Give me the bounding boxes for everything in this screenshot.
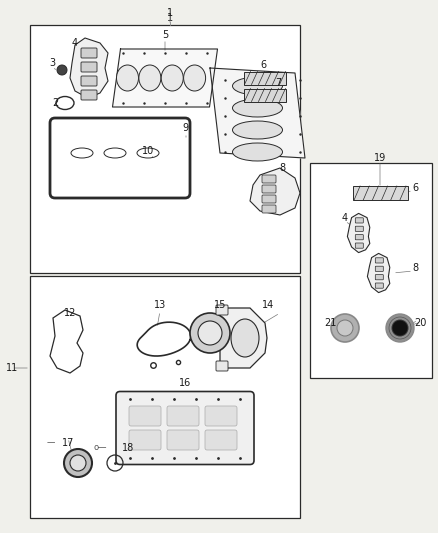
Text: 1: 1 (167, 8, 173, 18)
Text: 13: 13 (154, 300, 166, 310)
FancyBboxPatch shape (355, 226, 363, 231)
FancyBboxPatch shape (205, 430, 237, 450)
Polygon shape (347, 213, 370, 253)
Text: 8: 8 (279, 163, 285, 173)
Ellipse shape (184, 65, 205, 91)
Polygon shape (70, 38, 108, 98)
Ellipse shape (233, 77, 283, 95)
Circle shape (331, 314, 359, 342)
Text: 6: 6 (260, 60, 266, 70)
Text: 19: 19 (374, 153, 386, 163)
FancyBboxPatch shape (375, 258, 383, 263)
FancyBboxPatch shape (216, 305, 228, 315)
FancyBboxPatch shape (116, 392, 254, 464)
Ellipse shape (233, 121, 283, 139)
FancyBboxPatch shape (375, 266, 383, 271)
FancyBboxPatch shape (81, 76, 97, 86)
Ellipse shape (161, 65, 183, 91)
Text: 8: 8 (412, 263, 418, 273)
Polygon shape (210, 68, 305, 158)
FancyBboxPatch shape (205, 406, 237, 426)
Polygon shape (113, 49, 218, 107)
Circle shape (70, 455, 86, 471)
Text: 2: 2 (52, 98, 58, 108)
Ellipse shape (233, 143, 283, 161)
Text: 12: 12 (64, 308, 76, 318)
Circle shape (392, 320, 408, 336)
FancyBboxPatch shape (167, 406, 199, 426)
FancyBboxPatch shape (355, 243, 363, 248)
Text: 5: 5 (162, 30, 168, 40)
Circle shape (190, 313, 230, 353)
FancyBboxPatch shape (81, 62, 97, 72)
Polygon shape (250, 168, 300, 215)
FancyBboxPatch shape (81, 48, 97, 58)
Text: 4: 4 (342, 213, 348, 223)
Text: 6: 6 (412, 183, 418, 193)
Text: 14: 14 (262, 300, 274, 310)
Text: 21: 21 (324, 318, 336, 328)
Circle shape (64, 449, 92, 477)
FancyBboxPatch shape (355, 235, 363, 240)
Bar (310, 163, 432, 378)
Text: 20: 20 (414, 318, 426, 328)
Text: 16: 16 (179, 378, 191, 388)
Text: 11: 11 (6, 363, 18, 373)
Text: 7: 7 (275, 78, 281, 88)
Text: 18: 18 (122, 443, 134, 453)
FancyBboxPatch shape (129, 406, 161, 426)
Circle shape (57, 65, 67, 75)
Bar (30, 276, 300, 518)
FancyBboxPatch shape (81, 90, 97, 100)
Bar (30, 25, 300, 273)
Bar (244, 71, 286, 85)
FancyBboxPatch shape (262, 185, 276, 193)
Text: 3: 3 (49, 58, 55, 68)
FancyBboxPatch shape (262, 205, 276, 213)
FancyBboxPatch shape (129, 430, 161, 450)
FancyBboxPatch shape (167, 430, 199, 450)
Bar (244, 88, 286, 101)
Text: 17: 17 (62, 438, 74, 448)
Circle shape (337, 320, 353, 336)
FancyBboxPatch shape (375, 274, 383, 280)
FancyBboxPatch shape (375, 283, 383, 288)
Ellipse shape (139, 65, 161, 91)
Text: o—: o— (93, 443, 107, 453)
Circle shape (198, 321, 222, 345)
Text: 1: 1 (167, 13, 173, 23)
Ellipse shape (117, 65, 138, 91)
Circle shape (386, 314, 414, 342)
Bar (353, 186, 407, 200)
FancyBboxPatch shape (216, 361, 228, 371)
Ellipse shape (231, 319, 259, 357)
Text: 9: 9 (182, 123, 188, 133)
Text: 10: 10 (142, 146, 154, 156)
Text: —: — (46, 439, 55, 448)
Polygon shape (220, 308, 267, 368)
Ellipse shape (233, 99, 283, 117)
Polygon shape (367, 253, 390, 293)
Text: 15: 15 (214, 300, 226, 310)
FancyBboxPatch shape (262, 195, 276, 203)
Text: 4: 4 (72, 38, 78, 48)
FancyBboxPatch shape (262, 175, 276, 183)
FancyBboxPatch shape (355, 218, 363, 223)
